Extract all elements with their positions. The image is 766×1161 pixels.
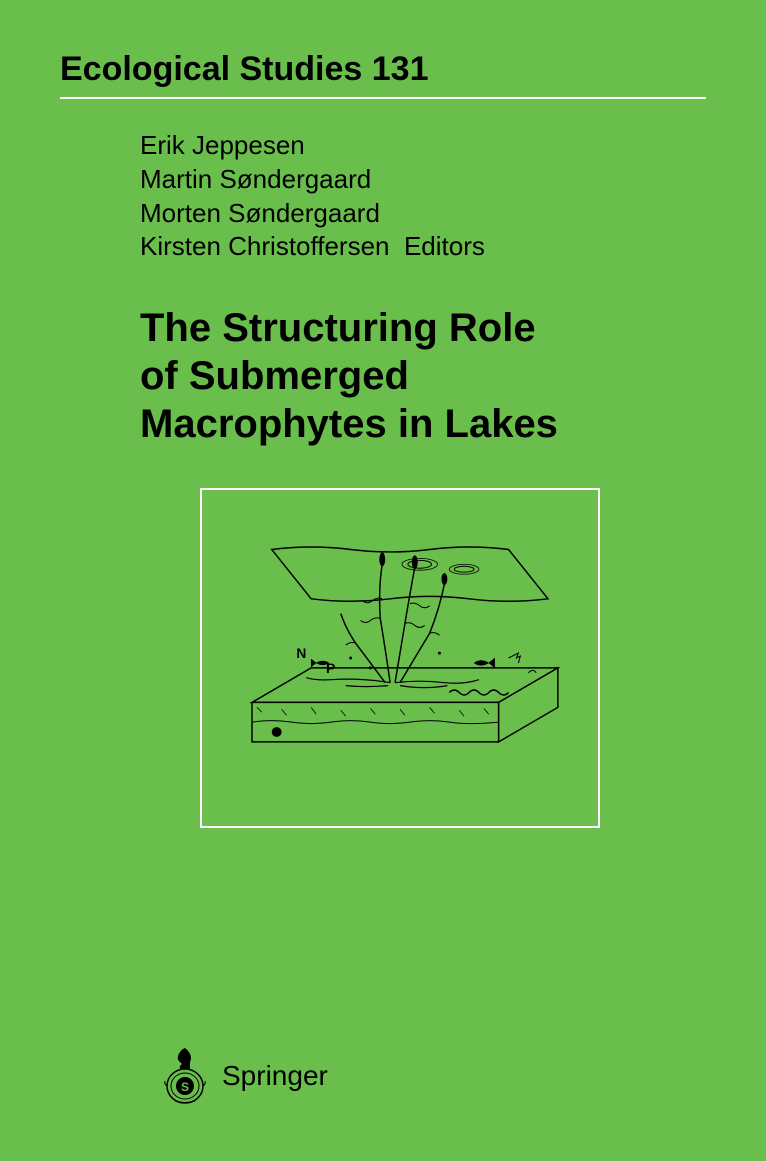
series-divider (60, 97, 706, 99)
publisher-name: Springer (222, 1060, 328, 1092)
title-line: The Structuring Role (140, 304, 706, 352)
title-line: of Submerged (140, 352, 706, 400)
editors-block: Erik Jeppesen Martin Søndergaard Morten … (60, 129, 706, 264)
macrophyte-diagram-icon: N P (222, 510, 578, 806)
editor-name: Erik Jeppesen (140, 129, 706, 163)
title-line: Macrophytes in Lakes (140, 400, 706, 448)
editors-label: Editors (404, 231, 485, 261)
series-title: Ecological Studies 131 (60, 50, 706, 89)
editor-name: Kirsten Christoffersen Editors (140, 230, 706, 264)
book-title: The Structuring Role of Submerged Macrop… (60, 304, 706, 448)
editor-name: Morten Søndergaard (140, 197, 706, 231)
springer-logo-icon: S (160, 1046, 210, 1106)
svg-text:S: S (181, 1080, 189, 1094)
svg-text:N: N (296, 645, 306, 661)
editor-name-text: Kirsten Christoffersen (140, 231, 390, 261)
svg-text:P: P (326, 660, 335, 676)
cover-illustration: N P (200, 488, 600, 828)
editor-name: Martin Søndergaard (140, 163, 706, 197)
publisher-section: S Springer (160, 1046, 328, 1106)
